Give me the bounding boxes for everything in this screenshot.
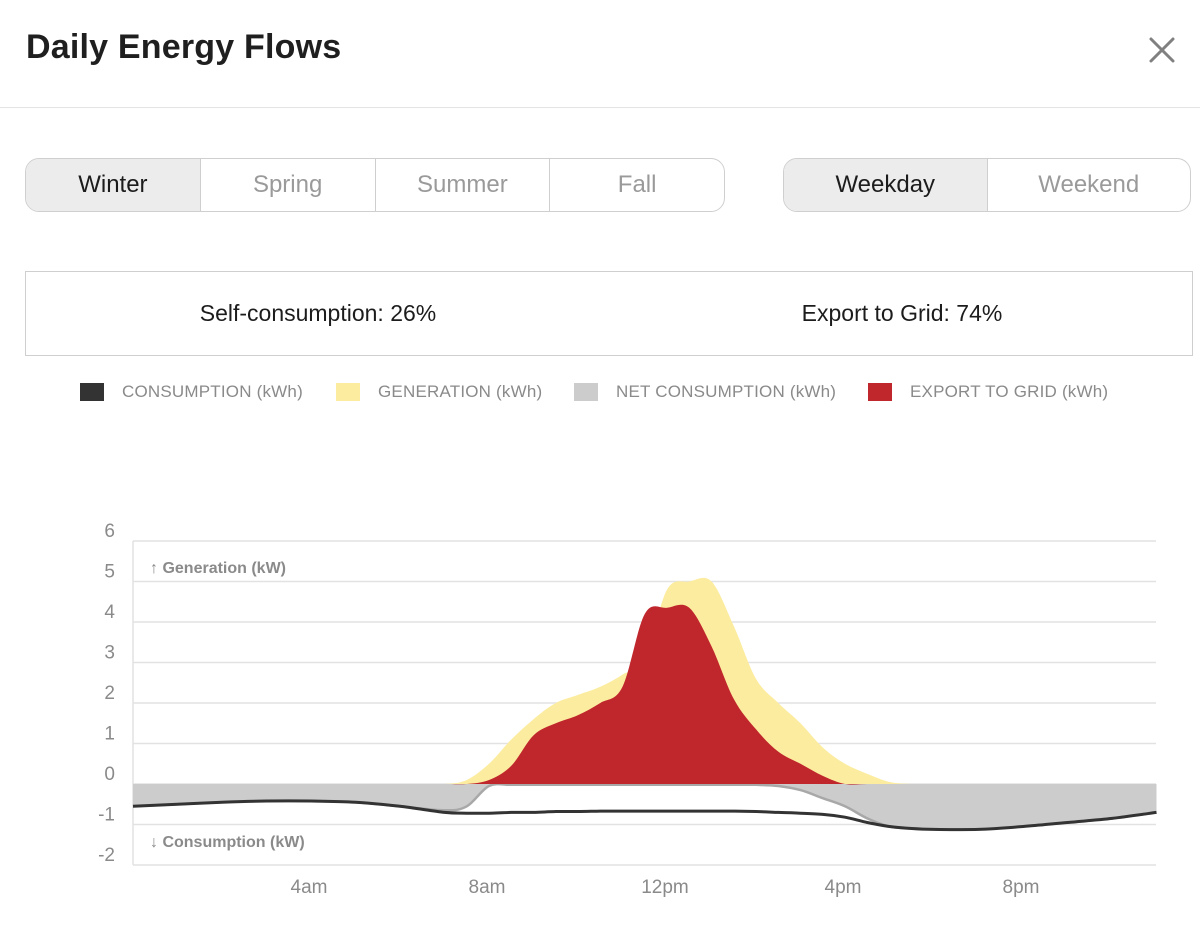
chart-legend: CONSUMPTION (kWh) GENERATION (kWh) NET C… [0,382,1200,406]
page-title: Daily Energy Flows [26,28,342,66]
close-icon[interactable] [1142,30,1182,70]
generation-axis-annotation: ↑ Generation (kW) [150,560,286,577]
daytype-weekday-option[interactable]: Weekday [784,159,987,211]
x-tick-label: 12pm [641,877,689,898]
dialog-header: Daily Energy Flows [0,0,1200,108]
x-tick-label: 8pm [1003,877,1040,898]
legend-swatch-generation [336,383,360,401]
export-to-grid-area [133,604,1157,785]
legend-swatch-export-to-grid [868,383,892,401]
legend-item-generation[interactable]: GENERATION (kWh) [336,382,542,402]
season-winter-option[interactable]: Winter [26,159,200,211]
y-tick-label: 4 [104,602,115,623]
legend-swatch-consumption [80,383,104,401]
x-tick-label: 4am [291,877,328,898]
summary-stats-panel: Self-consumption: 26% Export to Grid: 74… [25,271,1193,356]
y-tick-label: 6 [104,521,115,542]
legend-item-consumption[interactable]: CONSUMPTION (kWh) [80,382,303,402]
net-consumption-area [133,784,1157,830]
y-tick-label: 0 [104,764,115,785]
x-tick-label: 8am [469,877,506,898]
consumption-axis-annotation: ↓ Consumption (kW) [150,834,305,851]
daytype-selector: Weekday Weekend [783,158,1191,212]
y-tick-label: -1 [98,805,115,826]
self-consumption-stat: Self-consumption: 26% [199,300,437,326]
legend-label-export-to-grid: EXPORT TO GRID (kWh) [910,382,1109,401]
export-to-grid-stat: Export to Grid: 74% [801,300,1003,326]
x-tick-label: 4pm [825,877,862,898]
season-summer-option[interactable]: Summer [374,159,550,211]
daytype-weekend-option[interactable]: Weekend [986,159,1191,211]
y-tick-label: 3 [104,643,115,664]
y-tick-label: 1 [104,724,115,745]
legend-swatch-net-consumption [574,383,598,401]
legend-item-net-consumption[interactable]: NET CONSUMPTION (kWh) [574,382,836,402]
season-selector: Winter Spring Summer Fall [25,158,725,212]
legend-item-export-to-grid[interactable]: EXPORT TO GRID (kWh) [868,382,1108,402]
legend-label-consumption: CONSUMPTION (kWh) [122,382,303,401]
season-fall-option[interactable]: Fall [549,159,724,211]
legend-label-generation: GENERATION (kWh) [378,382,543,401]
legend-label-net-consumption: NET CONSUMPTION (kWh) [616,382,837,401]
y-tick-label: 5 [104,562,115,583]
y-tick-label: 2 [104,683,115,704]
y-tick-label: -2 [98,845,115,866]
season-spring-option[interactable]: Spring [199,159,375,211]
consumption-line [132,799,1157,832]
